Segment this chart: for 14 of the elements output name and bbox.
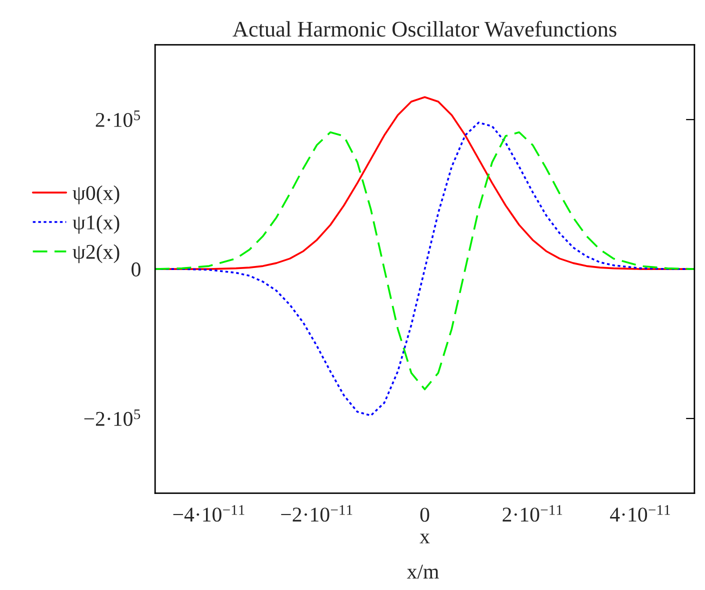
legend-label: ψ1(x) xyxy=(72,214,120,234)
x-tick-label: 4·10$^{−11}$ xyxy=(610,505,670,522)
chart-title: Actual Harmonic Oscillator Wavefunctions xyxy=(232,20,616,37)
y-tick-label: 0 xyxy=(132,262,140,276)
legend-label: ψ2(x) xyxy=(72,244,120,264)
y-tick-label: −2·10$^{5}$ xyxy=(84,409,140,426)
x-tick-label: −4·10$^{−11}$ xyxy=(173,505,244,522)
legend-label: ψ0(x) xyxy=(72,185,120,204)
text: x/m xyxy=(406,564,439,579)
x-axis-title: x xyxy=(420,534,430,544)
y-tick-label: 2·10$^{5}$ xyxy=(96,110,140,127)
x-tick-label: −2·10$^{−11}$ xyxy=(281,505,352,522)
x-tick-label: 0 xyxy=(420,508,430,522)
x-tick-label: 2·10$^{−11}$ xyxy=(502,505,562,522)
